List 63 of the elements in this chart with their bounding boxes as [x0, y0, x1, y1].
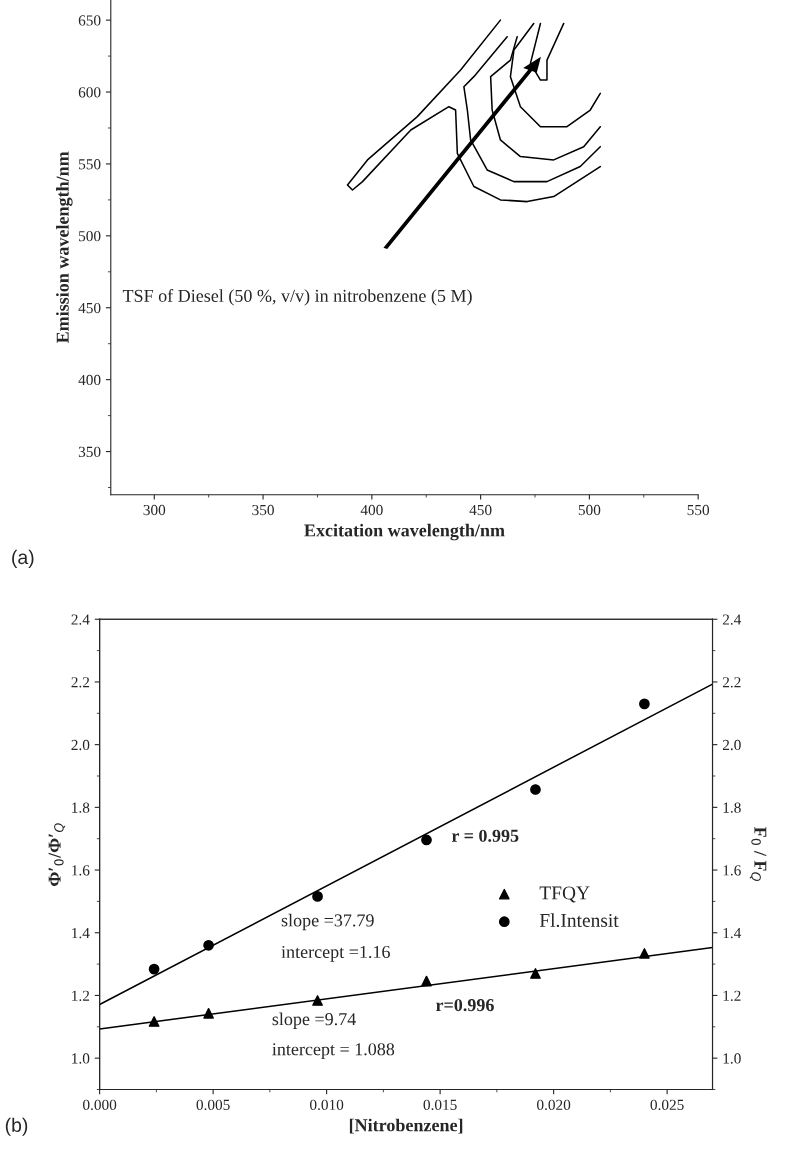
y-tick-label: 2.0	[71, 739, 90, 751]
y-tick-label: 600	[78, 87, 101, 98]
point	[421, 834, 432, 846]
annotation: intercept =1.16	[281, 945, 390, 962]
y2-tick-label: 1.2	[723, 990, 741, 1001]
x-tick-label: 0.015	[423, 1099, 457, 1111]
x-tick-label: 400	[360, 504, 383, 516]
y2-tick-label: 1.4	[723, 927, 742, 939]
annotation: slope =9.74	[272, 1012, 356, 1029]
x-tick-label: 300	[143, 504, 166, 516]
text: (a)	[12, 549, 34, 568]
point	[530, 968, 541, 979]
y-tick-label: 650	[78, 15, 101, 26]
y-tick-label: 2.2	[71, 677, 90, 688]
y-tick-label: 1.2	[72, 990, 90, 1001]
y-tick-label: 1.8	[72, 802, 90, 813]
x-tick-label: 0.010	[310, 1099, 344, 1111]
point	[148, 963, 160, 975]
x-tick-label: 550	[687, 504, 710, 516]
annotation: TSF of Diesel (50 %, v/v) in nitrobenzene (5 M)	[122, 289, 472, 306]
y2-tick-label: 2.4	[722, 614, 742, 625]
y-tick-label: 1.6	[72, 865, 90, 876]
legend-label: Fl.Intensit	[539, 913, 619, 928]
point	[312, 891, 323, 902]
point	[639, 698, 650, 710]
point	[312, 995, 323, 1006]
y2-tick-label: 2.2	[722, 677, 741, 688]
x-tick-label: 450	[469, 504, 492, 516]
x-tick-label: 350	[252, 504, 274, 516]
y2-tick-label: 2.0	[722, 739, 741, 751]
point	[639, 948, 650, 959]
x-axis-title: [Nitrobenzene]	[349, 1118, 463, 1134]
point	[421, 975, 432, 987]
y-tick-label: 450	[78, 302, 101, 314]
point	[203, 939, 214, 951]
y-tick-label: 2.4	[71, 614, 90, 625]
y2-tick-label: 1.6	[723, 865, 741, 876]
y-tick-label: 1.0	[72, 1053, 90, 1064]
y-tick-label: 550	[79, 159, 101, 170]
legend-label: TFQY	[539, 886, 590, 903]
annotation: r=0.996	[435, 998, 494, 1012]
point	[148, 1016, 160, 1027]
annotation: intercept = 1.088	[272, 1043, 395, 1060]
y-axis-title: Φ′$_{0}$/Φ′$_{Q}$	[48, 823, 66, 886]
y2-tick-label: 1.8	[723, 802, 741, 813]
annotation: slope =37.79	[281, 913, 374, 931]
y-tick-label: 1.4	[72, 927, 90, 939]
y-tick-label: 350	[78, 446, 101, 458]
y-axis-title: Emission wavelength/nm	[56, 151, 73, 344]
x-axis-title: Excitation wavelength/nm	[304, 523, 505, 541]
y2-axis-title: F$_{0}$ / F$_{Q}$	[749, 826, 767, 882]
text: (b)	[5, 1117, 28, 1136]
x-tick-label: 500	[578, 504, 601, 516]
y-tick-label: 500	[79, 230, 101, 242]
y-tick-label: 400	[78, 374, 101, 386]
annotation: r = 0.995	[451, 829, 519, 842]
x-tick-label: 0.020	[537, 1099, 571, 1111]
point	[530, 784, 541, 795]
x-tick-label: 0.025	[650, 1099, 684, 1111]
x-tick-label: 0.005	[196, 1099, 230, 1111]
x-tick-label: 0.000	[83, 1099, 117, 1111]
y2-tick-label: 1.0	[723, 1053, 741, 1064]
point	[203, 1007, 214, 1019]
